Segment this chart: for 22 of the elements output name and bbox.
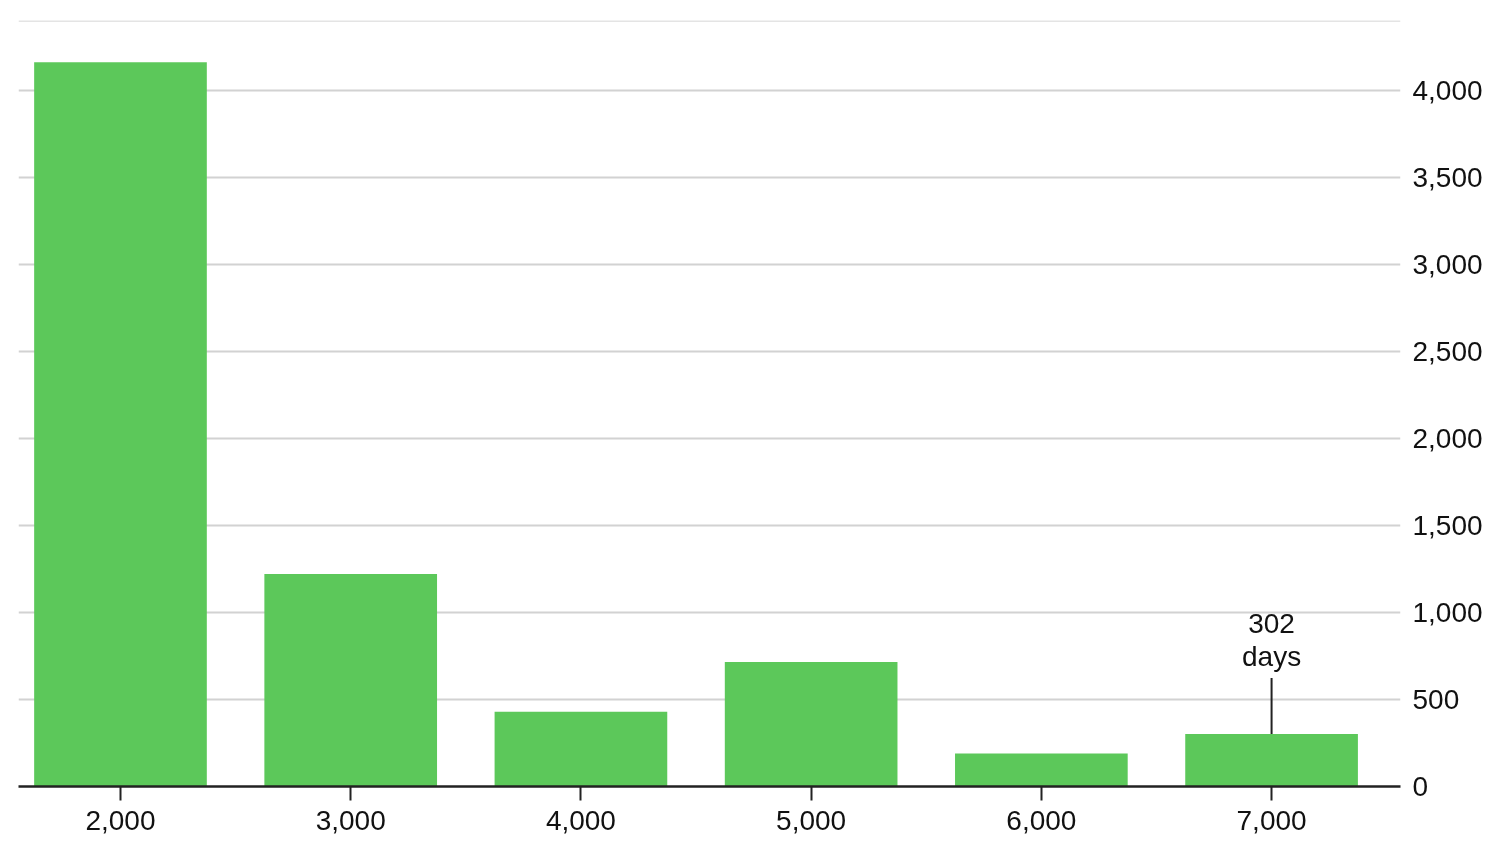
bar — [494, 711, 668, 787]
x-tick-label: 3,000 — [315, 804, 386, 836]
x-tick-label: 2,000 — [85, 804, 156, 836]
x-tick-label: 7,000 — [1236, 804, 1307, 836]
y-tick-label: 0 — [1412, 771, 1429, 802]
y-tick-label: 3,000 — [1412, 248, 1483, 280]
x-tick-label: 4,000 — [545, 804, 616, 836]
y-tick-label: 2,500 — [1412, 335, 1483, 367]
bar — [1185, 733, 1358, 787]
bar — [955, 753, 1128, 787]
y-tick-label: 1,500 — [1412, 509, 1483, 541]
data-label: 302 days — [1242, 608, 1302, 672]
y-tick-label: 3,500 — [1412, 161, 1483, 193]
bar — [724, 662, 898, 787]
y-tick-label: 500 — [1412, 683, 1460, 715]
bar — [34, 62, 207, 787]
y-tick-label: 2,000 — [1412, 422, 1483, 454]
y-tick-label: 1,000 — [1412, 596, 1483, 628]
bar — [264, 574, 438, 787]
y-tick-label: 4,000 — [1412, 74, 1483, 106]
x-tick-label: 6,000 — [1006, 804, 1077, 836]
x-tick-label: 5,000 — [776, 804, 847, 836]
